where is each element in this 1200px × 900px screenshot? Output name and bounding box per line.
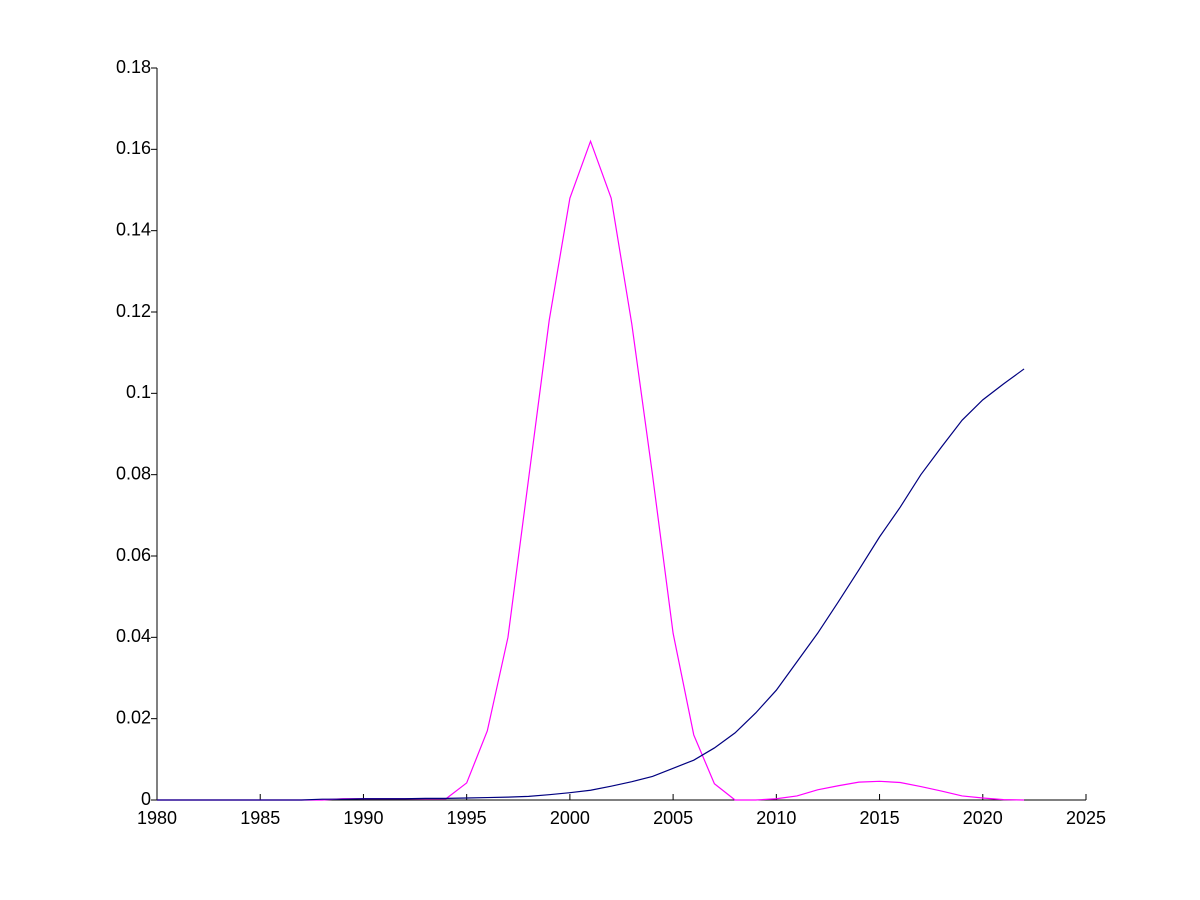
x-tick-label: 1985 — [240, 808, 280, 828]
y-tick-label: 0.12 — [116, 301, 151, 321]
y-tick-label: 0.02 — [116, 707, 151, 727]
x-tick-label: 2025 — [1066, 808, 1106, 828]
y-tick-label: 0.14 — [116, 219, 151, 239]
x-tick-label: 1990 — [343, 808, 383, 828]
x-tick-label: 1980 — [137, 808, 177, 828]
x-tick-label: 2010 — [756, 808, 796, 828]
y-tick-label: 0.1 — [126, 382, 151, 402]
x-tick-label: 2000 — [550, 808, 590, 828]
y-tick-label: 0.06 — [116, 545, 151, 565]
x-tick-label: 2005 — [653, 808, 693, 828]
y-tick-label: 0.18 — [116, 57, 151, 77]
x-tick-label: 2020 — [963, 808, 1003, 828]
series-line — [157, 139, 1025, 801]
series-line — [157, 368, 1025, 801]
y-tick-label: 0.16 — [116, 138, 151, 158]
x-tick-label: 1995 — [447, 808, 487, 828]
x-tick-label: 2015 — [860, 808, 900, 828]
y-tick-label: 0.04 — [116, 626, 151, 646]
y-tick-label: 0.08 — [116, 463, 151, 483]
y-tick-label: 0 — [141, 789, 151, 809]
